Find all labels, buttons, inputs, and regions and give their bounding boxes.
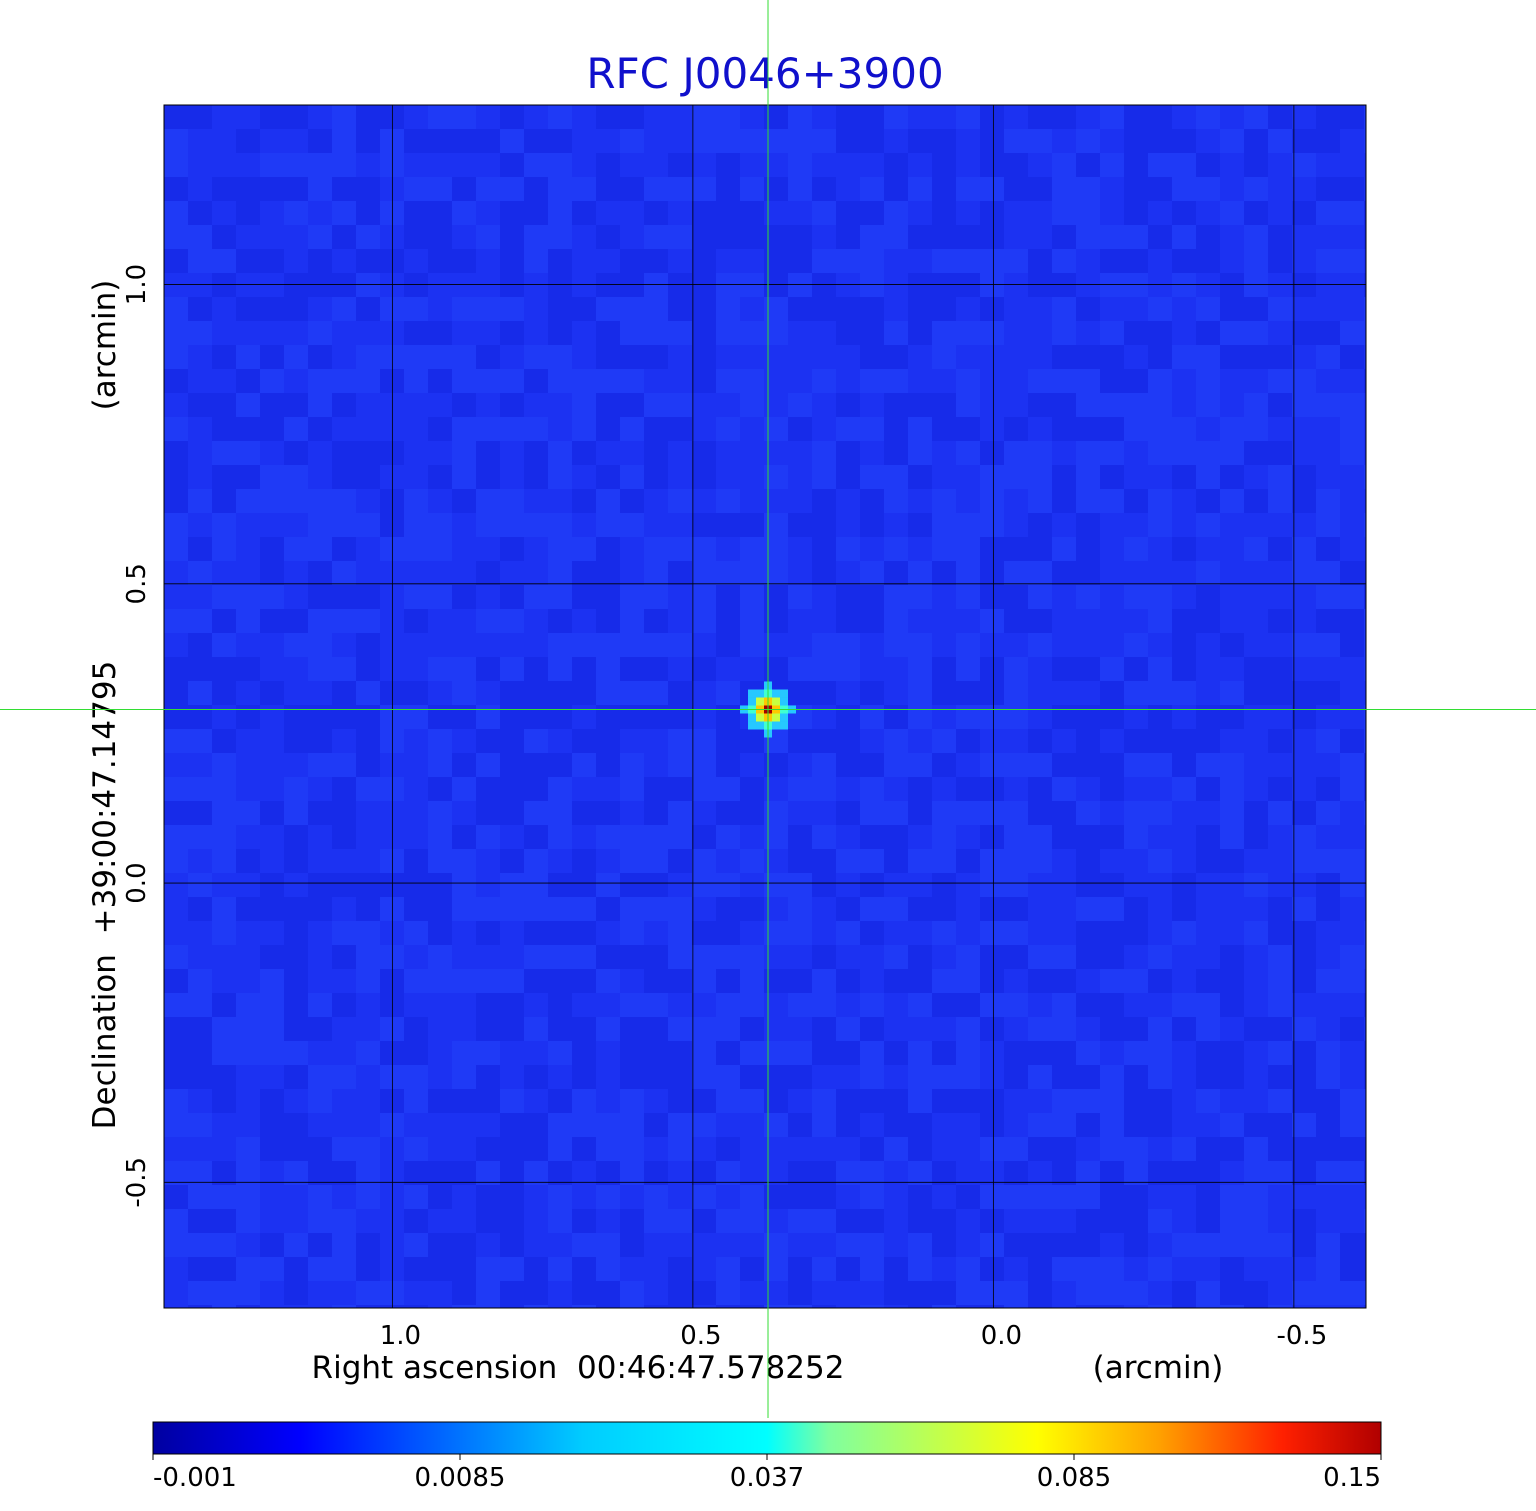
colorbar-tick-label: 0.037 bbox=[730, 1463, 804, 1493]
source-pixel bbox=[748, 721, 757, 730]
source-pixel bbox=[748, 713, 757, 722]
y-axis-label: Declination +39:00:47.14795 bbox=[87, 661, 123, 1130]
x-tick-labels: 1.0 0.5 0.0 -0.5 bbox=[380, 1321, 1328, 1351]
colorbar-tick-label: 0.0085 bbox=[415, 1463, 506, 1493]
source-pixel bbox=[756, 697, 765, 706]
y-tick-label: 1.0 bbox=[122, 264, 152, 305]
colorbar-tick-labels: -0.001 0.0085 0.037 0.085 0.15 bbox=[152, 1454, 1382, 1493]
colorbar bbox=[152, 1421, 1382, 1455]
source-pixel bbox=[780, 721, 789, 730]
source-pixel bbox=[772, 697, 781, 706]
source-pixel bbox=[780, 697, 789, 706]
source-pixel bbox=[748, 697, 757, 706]
source-pixel bbox=[772, 713, 781, 722]
plot-area bbox=[164, 105, 1366, 1308]
source-pixel bbox=[756, 689, 765, 698]
grid-lines bbox=[164, 105, 1366, 1308]
x-tick-label: 0.0 bbox=[981, 1321, 1022, 1351]
source-pixel bbox=[756, 721, 765, 730]
noise-texture bbox=[164, 105, 1366, 1308]
source-pixel bbox=[780, 713, 789, 722]
x-tick-label: 0.5 bbox=[680, 1321, 721, 1351]
x-axis-label: Right ascension 00:46:47.578252 bbox=[312, 1350, 845, 1386]
y-axis-unit: (arcmin) bbox=[87, 280, 123, 411]
y-tick-label: 0.0 bbox=[122, 862, 152, 903]
source-pixel bbox=[780, 689, 789, 698]
source-pixel bbox=[748, 689, 757, 698]
plot-frame bbox=[163, 104, 1367, 1309]
colorbar-tick-label: -0.001 bbox=[153, 1463, 237, 1493]
source-pixel bbox=[772, 721, 781, 730]
x-tick-label: -0.5 bbox=[1277, 1321, 1328, 1351]
source-pixel bbox=[756, 713, 765, 722]
x-axis-unit: (arcmin) bbox=[1093, 1350, 1224, 1386]
source-pixel bbox=[772, 689, 781, 698]
x-tick-label: 1.0 bbox=[380, 1321, 421, 1351]
y-tick-label: -0.5 bbox=[122, 1157, 152, 1208]
chart-title: RFC J0046+3900 bbox=[586, 49, 943, 98]
y-tick-label: 0.5 bbox=[122, 563, 152, 604]
colorbar-tick-label: 0.085 bbox=[1037, 1463, 1111, 1493]
crosshair bbox=[0, 0, 1536, 1418]
y-tick-labels: 1.0 0.5 0.0 -0.5 bbox=[122, 264, 152, 1208]
colorbar-tick-label: 0.15 bbox=[1323, 1463, 1381, 1493]
